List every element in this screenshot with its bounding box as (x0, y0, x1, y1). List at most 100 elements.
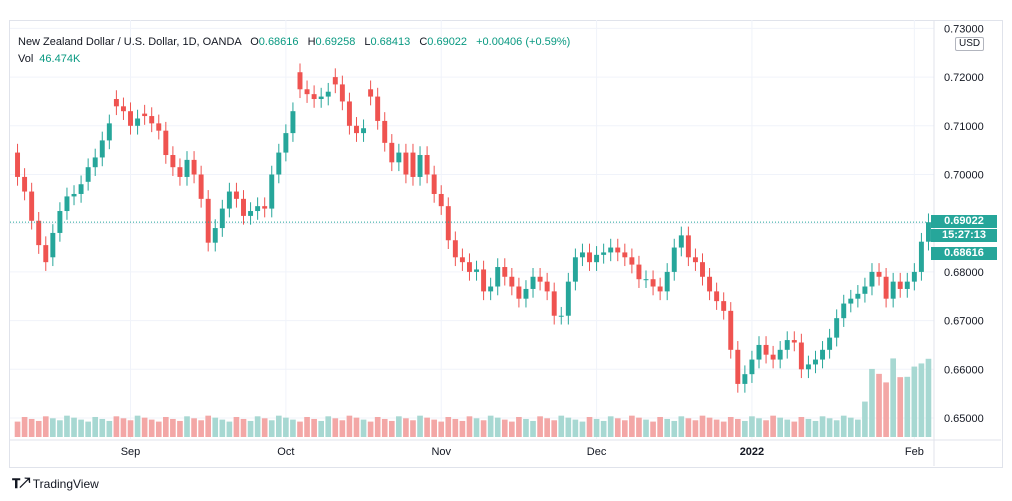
volume-bar (410, 420, 416, 437)
volume-bar (339, 420, 346, 437)
volume-bar (297, 421, 303, 437)
candle-body (481, 269, 487, 292)
candle-body (57, 211, 63, 233)
candle-body (911, 271, 917, 282)
candle-body (78, 184, 84, 194)
candle-body (431, 174, 437, 194)
volume-bar (706, 417, 713, 437)
candle-body (925, 222, 931, 242)
candle-body (403, 152, 409, 175)
volume-bar (516, 416, 522, 437)
volume-bar (664, 418, 671, 437)
volume-bar (847, 417, 854, 437)
candle-body (71, 193, 77, 197)
volume-bar (459, 420, 466, 437)
volume-bar (636, 417, 642, 437)
volume-bar (530, 420, 536, 437)
volume-bar (261, 418, 268, 437)
tradingview-logo-icon: 𝐓↗ (12, 476, 30, 491)
candle-body (332, 77, 338, 85)
candle-body (495, 267, 501, 287)
volume-bar (127, 420, 134, 437)
volume-bar (254, 416, 261, 437)
candle-body (714, 291, 720, 302)
volume-bar (332, 418, 339, 437)
y-tick-label: 0.70000 (944, 170, 984, 182)
volume-bar (64, 415, 70, 437)
candle-body (622, 252, 628, 258)
volume-bar (537, 416, 543, 437)
candle-body (876, 271, 882, 277)
candle-body (798, 342, 804, 370)
candle-body (841, 303, 847, 319)
volume-bar (784, 419, 791, 437)
high-value: 0.69258 (315, 36, 356, 48)
currency-badge[interactable]: USD (955, 37, 985, 51)
candle-body (671, 247, 677, 272)
candle-body (488, 286, 494, 292)
volume-bar (325, 416, 332, 437)
candle-body (855, 293, 861, 299)
y-tick-label: 0.65000 (944, 413, 984, 425)
candle-body (728, 310, 734, 350)
candle-body (99, 140, 105, 158)
volume-bar (381, 418, 388, 437)
candle-body (459, 257, 465, 263)
volume-bar (572, 419, 579, 437)
candle-body (869, 271, 875, 287)
candle-body (219, 208, 225, 229)
volume-bar (819, 416, 826, 437)
candle-body (452, 240, 458, 258)
volume-bar (551, 420, 558, 437)
candle-body (700, 262, 705, 277)
volume-bar (565, 417, 572, 437)
candle-body (276, 152, 282, 175)
volume-bar (212, 417, 219, 437)
close-label: C (419, 36, 428, 48)
x-tick-label: Feb (905, 446, 924, 458)
candle-body (664, 271, 670, 292)
candle-body (692, 257, 698, 263)
volume-bar (219, 419, 226, 437)
candle-body (113, 99, 119, 107)
volume-bar (918, 363, 925, 437)
candle-body (904, 281, 910, 289)
chart-frame[interactable] (9, 20, 1003, 468)
volume-bar (28, 418, 35, 437)
candle-body (212, 228, 218, 243)
candle-body (643, 279, 649, 281)
footer[interactable]: 𝐓↗ TradingView (12, 476, 99, 492)
volume-bar (911, 366, 918, 437)
volume-label: Vol (18, 53, 34, 65)
volume-bar (544, 418, 550, 437)
volume-legend: Vol 46.474K (18, 53, 80, 65)
candle-body (537, 276, 543, 282)
volume-bar (78, 419, 84, 437)
y-tick-label: 0.71000 (944, 121, 984, 133)
candle-body (601, 252, 607, 255)
volume-bar (798, 416, 805, 437)
candle-body (226, 191, 232, 209)
volume-bar (233, 416, 240, 437)
volume-bar (57, 420, 63, 437)
volume-bar (226, 421, 233, 437)
volume-bar (600, 420, 607, 437)
volume-bar (403, 418, 409, 437)
volume-bar (925, 358, 932, 437)
candle-body (579, 252, 585, 258)
candle-body (544, 281, 550, 292)
candle-body (721, 301, 727, 311)
candle-body (15, 152, 21, 177)
volume-bar (869, 368, 875, 437)
ohlc-legend: New Zealand Dollar / U.S. Dollar, 1D, OA… (18, 36, 570, 48)
candle-body (890, 281, 896, 299)
volume-bar (177, 420, 183, 437)
y-tick-label: 0.68000 (944, 267, 984, 279)
volume-bar (21, 416, 28, 437)
volume-bar (621, 420, 628, 437)
candle-body (255, 206, 261, 212)
candle-body (565, 281, 571, 316)
volume-bar (671, 420, 678, 437)
volume-bar (833, 420, 840, 437)
